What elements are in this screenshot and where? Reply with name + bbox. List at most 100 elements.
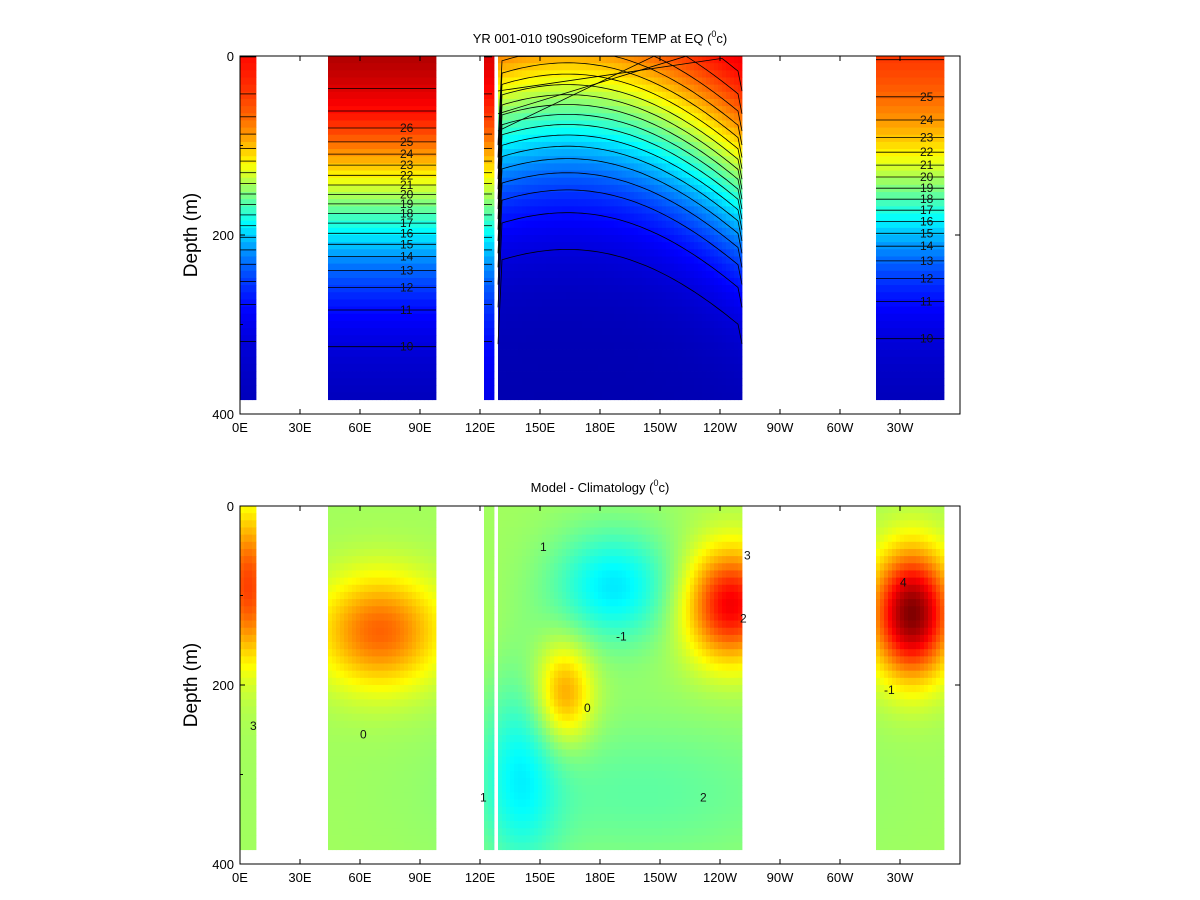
heatmap-cell — [506, 378, 511, 386]
heatmap-cell — [678, 378, 683, 386]
heatmap-cell — [730, 163, 735, 171]
heatmap-cell — [380, 242, 385, 250]
heatmap-cell — [586, 184, 591, 193]
heatmap-cell — [542, 91, 547, 100]
heatmap-cell — [530, 256, 535, 265]
heatmap-cell — [428, 328, 433, 336]
heatmap-cell — [570, 149, 575, 157]
heatmap-cell — [510, 227, 515, 236]
heatmap-cell — [396, 292, 401, 300]
heatmap-cell — [428, 177, 433, 186]
heatmap-cell — [900, 184, 905, 193]
heatmap-cell — [574, 220, 579, 229]
heatmap-cell — [392, 385, 397, 393]
heatmap-cell — [702, 106, 707, 114]
heatmap-cell — [484, 134, 489, 143]
heatmap-cell — [488, 56, 493, 64]
heatmap-cell — [392, 170, 397, 179]
heatmap-cell — [538, 378, 543, 386]
heatmap-cell — [542, 120, 547, 128]
heatmap-cell — [420, 91, 425, 100]
heatmap-cell — [738, 163, 743, 171]
heatmap-cell — [344, 342, 349, 350]
heatmap-cell — [538, 70, 543, 78]
heatmap-cell — [896, 156, 901, 164]
heatmap-cell — [534, 335, 539, 343]
heatmap-cell — [634, 98, 639, 107]
heatmap-cell — [244, 349, 249, 358]
heatmap-cell — [622, 91, 627, 100]
heatmap-cell — [714, 392, 719, 401]
heatmap-cell — [730, 113, 735, 121]
heatmap-cell — [896, 385, 901, 393]
heatmap-cell — [546, 385, 551, 393]
heatmap-cell — [570, 249, 575, 257]
heatmap-cell — [880, 292, 885, 300]
heatmap-cell — [340, 299, 345, 307]
heatmap-cell — [510, 363, 515, 372]
heatmap-cell — [388, 120, 393, 128]
heatmap-cell — [570, 63, 575, 71]
heatmap-cell — [626, 106, 631, 114]
heatmap-cell — [248, 385, 253, 393]
heatmap-cell — [598, 227, 603, 236]
heatmap-cell — [432, 163, 437, 171]
heatmap-cell — [332, 177, 337, 186]
heatmap-cell — [622, 77, 627, 86]
heatmap-cell — [392, 371, 397, 379]
heatmap-cell — [880, 77, 885, 86]
heatmap-cell — [892, 320, 897, 329]
heatmap-cell — [546, 149, 551, 157]
heatmap-cell — [670, 328, 675, 336]
heatmap-cell — [658, 98, 663, 107]
heatmap-cell — [614, 56, 619, 64]
heatmap-cell — [240, 342, 245, 350]
heatmap-cell — [722, 277, 727, 286]
heatmap-cell — [658, 313, 663, 322]
heatmap-cell — [506, 313, 511, 322]
heatmap-cell — [570, 206, 575, 214]
heatmap-cell — [634, 392, 639, 401]
heatmap-cell — [900, 70, 905, 78]
heatmap-cell — [718, 363, 723, 372]
heatmap-cell — [738, 249, 743, 257]
heatmap-cell — [252, 56, 257, 64]
heatmap-cell — [372, 285, 377, 293]
heatmap-cell — [550, 306, 555, 315]
heatmap-cell — [594, 306, 599, 315]
heatmap-cell — [348, 292, 353, 300]
heatmap-cell — [522, 306, 527, 315]
heatmap-cell — [550, 84, 555, 93]
heatmap-cell — [348, 199, 353, 207]
heatmap-cell — [538, 263, 543, 272]
heatmap-cell — [376, 277, 381, 286]
heatmap-cell — [654, 392, 659, 401]
heatmap-cell — [900, 141, 905, 150]
heatmap-cell — [896, 127, 901, 136]
heatmap-cell — [900, 227, 905, 236]
heatmap-cell — [670, 227, 675, 236]
heatmap-cell — [558, 134, 563, 143]
heatmap-cell — [734, 363, 739, 372]
heatmap-cell — [686, 113, 691, 121]
heatmap-cell — [506, 106, 511, 114]
heatmap-cell — [530, 184, 535, 193]
heatmap-cell — [550, 163, 555, 171]
heatmap-cell — [738, 106, 743, 114]
heatmap-cell — [488, 313, 493, 322]
heatmap-cell — [424, 249, 429, 257]
heatmap-cell — [674, 270, 679, 279]
heatmap-cell — [610, 256, 615, 265]
heatmap-cell — [718, 385, 723, 393]
heatmap-cell — [710, 371, 715, 379]
heatmap-cell — [702, 285, 707, 293]
heatmap-cell — [244, 242, 249, 250]
heatmap-cell — [646, 220, 651, 229]
heatmap-cell — [630, 285, 635, 293]
heatmap-cell — [344, 385, 349, 393]
heatmap-cell — [892, 342, 897, 350]
heatmap-cell — [328, 385, 333, 393]
heatmap-cell — [498, 306, 503, 315]
heatmap-cell — [606, 285, 611, 293]
heatmap-cell — [602, 371, 607, 379]
